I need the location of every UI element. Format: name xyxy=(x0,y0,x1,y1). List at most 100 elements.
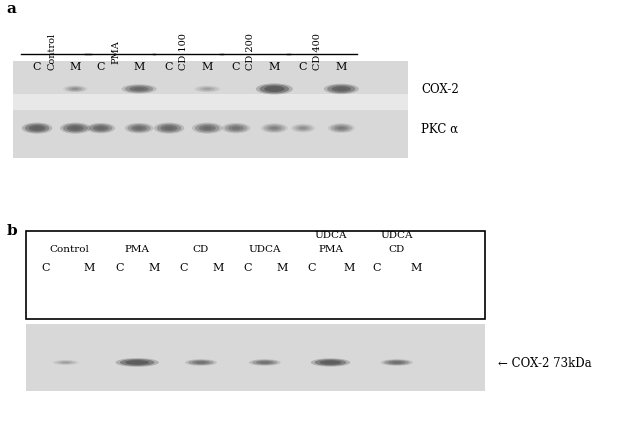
Ellipse shape xyxy=(121,85,157,94)
Ellipse shape xyxy=(269,88,280,91)
Ellipse shape xyxy=(261,124,288,134)
Ellipse shape xyxy=(131,126,147,132)
Text: M: M xyxy=(410,262,422,273)
Ellipse shape xyxy=(315,360,346,366)
Text: C: C xyxy=(165,62,174,72)
Ellipse shape xyxy=(192,361,210,364)
Ellipse shape xyxy=(115,358,159,367)
Ellipse shape xyxy=(185,360,217,366)
Ellipse shape xyxy=(271,127,278,130)
Text: M: M xyxy=(344,262,355,273)
Text: UDCA: UDCA xyxy=(381,231,413,240)
Ellipse shape xyxy=(311,359,350,367)
Ellipse shape xyxy=(131,361,144,364)
Ellipse shape xyxy=(154,123,184,134)
Ellipse shape xyxy=(124,124,153,134)
Ellipse shape xyxy=(297,127,309,131)
Text: b: b xyxy=(6,224,17,238)
Ellipse shape xyxy=(96,127,105,130)
Ellipse shape xyxy=(188,360,214,365)
Ellipse shape xyxy=(388,361,406,364)
Text: UDCA: UDCA xyxy=(315,231,346,240)
Text: PKC α: PKC α xyxy=(421,122,458,135)
Ellipse shape xyxy=(338,127,345,130)
Ellipse shape xyxy=(25,124,49,133)
Ellipse shape xyxy=(63,124,87,133)
Text: PMA: PMA xyxy=(111,40,120,63)
Ellipse shape xyxy=(260,85,289,94)
Text: CD 400: CD 400 xyxy=(313,33,322,70)
Ellipse shape xyxy=(60,123,91,134)
Ellipse shape xyxy=(58,361,73,364)
Ellipse shape xyxy=(252,360,278,365)
Ellipse shape xyxy=(66,87,85,92)
Ellipse shape xyxy=(225,125,248,133)
Text: ← COX-2 73kDa: ← COX-2 73kDa xyxy=(498,356,591,369)
Text: CD 100: CD 100 xyxy=(179,33,188,70)
Ellipse shape xyxy=(128,125,151,133)
Text: C: C xyxy=(115,262,124,273)
Ellipse shape xyxy=(33,127,41,130)
Ellipse shape xyxy=(330,125,352,132)
Ellipse shape xyxy=(249,360,281,366)
Text: M: M xyxy=(133,62,145,72)
Text: C: C xyxy=(33,62,41,72)
Text: PMA: PMA xyxy=(124,244,150,253)
Text: M: M xyxy=(149,262,160,273)
Ellipse shape xyxy=(260,362,269,364)
Ellipse shape xyxy=(332,87,351,92)
Ellipse shape xyxy=(228,126,244,132)
Ellipse shape xyxy=(334,126,349,132)
Ellipse shape xyxy=(197,362,205,364)
Text: UDCA: UDCA xyxy=(249,244,281,253)
FancyBboxPatch shape xyxy=(26,324,485,391)
Ellipse shape xyxy=(194,86,221,93)
Ellipse shape xyxy=(22,123,52,134)
Text: CD: CD xyxy=(193,244,209,253)
Ellipse shape xyxy=(165,127,174,130)
Ellipse shape xyxy=(86,124,115,134)
Text: M: M xyxy=(84,262,95,273)
Ellipse shape xyxy=(120,359,154,366)
Text: Control: Control xyxy=(49,244,89,253)
Ellipse shape xyxy=(199,126,216,132)
Ellipse shape xyxy=(93,126,108,132)
Ellipse shape xyxy=(71,89,79,91)
Ellipse shape xyxy=(264,86,285,93)
Text: C: C xyxy=(41,262,50,273)
Text: C: C xyxy=(179,262,188,273)
Text: Control: Control xyxy=(47,33,56,70)
Text: M: M xyxy=(70,62,81,72)
Text: C: C xyxy=(299,62,308,72)
Ellipse shape xyxy=(67,126,84,132)
Ellipse shape xyxy=(336,88,346,91)
Text: M: M xyxy=(269,62,280,72)
Text: CD 200: CD 200 xyxy=(246,33,255,70)
Ellipse shape xyxy=(232,127,241,130)
Text: M: M xyxy=(276,262,288,273)
Ellipse shape xyxy=(263,125,285,132)
FancyBboxPatch shape xyxy=(13,95,408,110)
Ellipse shape xyxy=(195,124,219,133)
Ellipse shape xyxy=(328,124,355,134)
Ellipse shape xyxy=(267,126,282,132)
Ellipse shape xyxy=(69,88,82,92)
Ellipse shape xyxy=(200,88,215,92)
Ellipse shape xyxy=(130,87,149,92)
Text: M: M xyxy=(202,62,213,72)
Ellipse shape xyxy=(63,86,87,93)
Ellipse shape xyxy=(299,127,307,130)
Ellipse shape xyxy=(291,124,315,133)
Ellipse shape xyxy=(62,362,70,363)
Ellipse shape xyxy=(161,126,177,132)
Ellipse shape xyxy=(89,125,112,133)
FancyBboxPatch shape xyxy=(13,62,408,159)
Ellipse shape xyxy=(52,360,79,365)
Ellipse shape xyxy=(125,86,153,93)
Ellipse shape xyxy=(135,127,144,130)
Text: C: C xyxy=(243,262,252,273)
Ellipse shape xyxy=(222,124,250,134)
Ellipse shape xyxy=(320,360,341,365)
Text: M: M xyxy=(336,62,347,72)
Text: PMA: PMA xyxy=(318,244,343,253)
